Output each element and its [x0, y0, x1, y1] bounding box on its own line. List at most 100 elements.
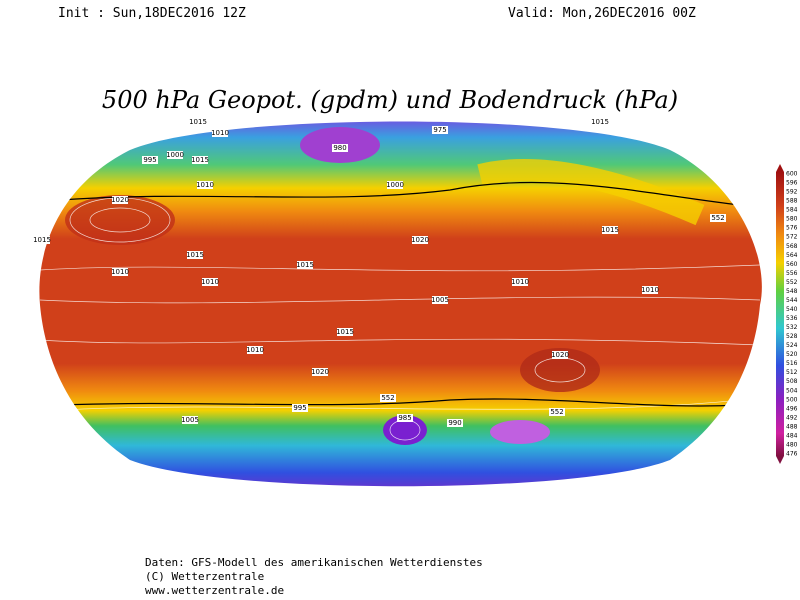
contour-label: 1010: [246, 346, 264, 354]
colorbar-label: 584: [786, 207, 798, 214]
contour-label: 1015: [336, 328, 354, 336]
colorbar-label: 524: [786, 342, 798, 349]
contour-label-box: [387, 181, 403, 189]
colorbar-bottom: [776, 456, 784, 464]
contour-label: 1015: [189, 118, 207, 126]
contour-label-box: [192, 156, 208, 164]
colorbar-label: 500: [786, 396, 798, 403]
contour-label-box: [592, 118, 608, 126]
contour-label-box: [34, 236, 50, 244]
colorbar-label: 560: [786, 261, 798, 268]
colorbar-label: 520: [786, 351, 798, 358]
footer-source: Daten: GFS-Modell des amerikanischen Wet…: [145, 556, 483, 569]
contour-label-box: [337, 328, 353, 336]
low: [490, 420, 550, 444]
contour-label-box: [397, 414, 413, 422]
colorbar-label: 488: [786, 423, 798, 430]
contour-label: 552: [550, 408, 563, 416]
colorbar-label: 508: [786, 378, 798, 385]
colorbar-label: 516: [786, 360, 798, 367]
contour-label: 1010: [111, 268, 129, 276]
colorbar-label: 592: [786, 189, 798, 196]
contour-label: 1005: [181, 416, 199, 424]
colorbar-label: 540: [786, 306, 798, 313]
contour-label-box: [292, 404, 308, 412]
contour-label-box: [512, 278, 528, 286]
contour-label-box: [142, 156, 158, 164]
colorbar: [776, 172, 784, 456]
contour-label: 1020: [311, 368, 329, 376]
contour-label-box: [167, 151, 183, 159]
contour-label: 990: [448, 419, 461, 427]
contour-label: 975: [433, 126, 446, 134]
contour-label: 552: [381, 394, 394, 402]
contour-label: 980: [333, 144, 346, 152]
contour-label: 1005: [431, 296, 449, 304]
colorbar-label: 552: [786, 279, 798, 286]
colorbar-label: 528: [786, 333, 798, 340]
valid-time: Valid: Mon,26DEC2016 00Z: [508, 6, 696, 21]
contour-label-box: [202, 278, 218, 286]
colorbar-label: 568: [786, 243, 798, 250]
contour-label: 1010: [641, 286, 659, 294]
colorbar-label: 544: [786, 297, 798, 304]
colorbar-label: 548: [786, 288, 798, 295]
contour-label-box: [432, 126, 448, 134]
map: [39, 121, 762, 487]
contour-label-box: [197, 181, 213, 189]
colorbar-label: 564: [786, 252, 798, 259]
contour-label-box: [642, 286, 658, 294]
contour-label: 1020: [411, 236, 429, 244]
contour-label-box: [380, 394, 396, 402]
contour-label: 995: [293, 404, 306, 412]
contour-label-box: [182, 416, 198, 424]
colorbar-label: 572: [786, 234, 798, 241]
colorbar-label: 480: [786, 441, 798, 448]
colorbar-label: 512: [786, 369, 798, 376]
contour-label-box: [602, 226, 618, 234]
contour-label-box: [312, 368, 328, 376]
init-time: Init : Sun,18DEC2016 12Z: [58, 6, 246, 21]
colorbar-label: 536: [786, 315, 798, 322]
contour-label: 1015: [601, 226, 619, 234]
contour-label: 552: [711, 214, 724, 222]
colorbar-label: 580: [786, 216, 798, 223]
contour-label-box: [432, 296, 448, 304]
contour-label: 1010: [211, 129, 229, 137]
contour-label-box: [447, 419, 463, 427]
map-title: 500 hPa Geopot. (gpdm) und Bodendruck (h…: [102, 86, 678, 114]
contour-label: 995: [143, 156, 156, 164]
contour-label: 1020: [111, 196, 129, 204]
colorbar-label: 476: [786, 451, 798, 458]
contour-label: 1020: [551, 351, 569, 359]
colorbar-label: 588: [786, 198, 798, 205]
colorbar-label: 484: [786, 432, 798, 439]
contour-label-box: [112, 196, 128, 204]
contour-label: 1015: [296, 261, 314, 269]
contour-label: 1015: [191, 156, 209, 164]
colorbar-label: 556: [786, 270, 798, 277]
contour-label: 985: [398, 414, 411, 422]
contour-label: 1000: [166, 151, 184, 159]
colorbar-label: 504: [786, 387, 798, 394]
contour-label: 1015: [186, 251, 204, 259]
contour-label-box: [112, 268, 128, 276]
colorbar-label: 596: [786, 180, 798, 187]
contour-label: 1015: [591, 118, 609, 126]
colorbar-label: 576: [786, 225, 798, 232]
high: [65, 195, 175, 245]
contour-label: 1010: [201, 278, 219, 286]
contour-label-box: [297, 261, 313, 269]
high: [520, 348, 600, 392]
contour-label-box: [190, 118, 206, 126]
colorbar-label: 600: [786, 171, 798, 178]
contour-label-box: [332, 144, 348, 152]
ridge: [477, 159, 705, 226]
contour-label-box: [247, 346, 263, 354]
footer-url: www.wetterzentrale.de: [145, 584, 284, 597]
contour-label: 1015: [33, 236, 51, 244]
footer-copyright: (C) Wetterzentrale: [145, 570, 264, 583]
contour-label: 1000: [386, 181, 404, 189]
contour-label: 1010: [511, 278, 529, 286]
